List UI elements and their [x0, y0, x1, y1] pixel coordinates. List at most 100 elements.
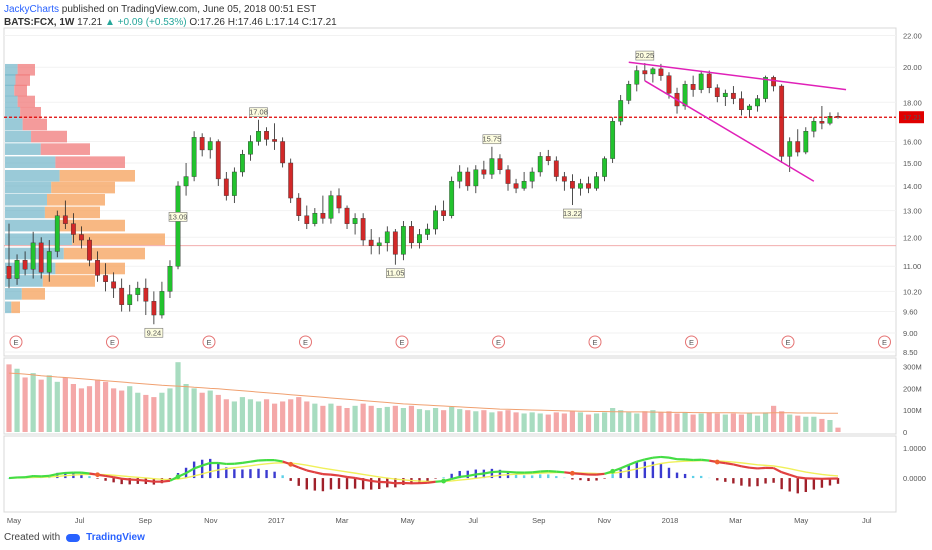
macd-line-segment [57, 471, 66, 476]
macd-line-segment [371, 479, 380, 484]
price-annotation-box [635, 50, 655, 61]
time-tick-label: Jul [468, 516, 478, 525]
price-annotation-box [386, 268, 405, 279]
volume-profile-bar [11, 301, 20, 314]
oscillator-histogram-bar [104, 478, 107, 481]
candle-body [79, 234, 84, 241]
volume-bar [175, 362, 181, 432]
time-tick-label: 2017 [268, 516, 285, 525]
oscillator-histogram-bar [241, 469, 244, 479]
volume-bar [143, 394, 149, 432]
volume-bar [706, 412, 712, 432]
candle-body [666, 75, 672, 94]
candle-body [489, 158, 495, 175]
candle-body [811, 121, 817, 132]
macd-line-segment [298, 466, 308, 472]
volume-bar [529, 412, 535, 432]
volume-bar [102, 381, 109, 432]
volume-bar [408, 405, 415, 432]
candle-body [248, 141, 253, 155]
volume-bar [70, 384, 76, 432]
price-tick-label: 16.00 [903, 137, 922, 146]
oscillator-histogram-bar [530, 475, 534, 479]
volume-profile-bar [51, 181, 115, 194]
candle-body [6, 266, 12, 279]
macd-line-segment [491, 470, 501, 474]
oscillator-histogram-bar [426, 478, 429, 482]
macd-line-segment [668, 456, 678, 461]
time-tick-label: May [401, 516, 415, 525]
volume-profile-bar [5, 262, 56, 275]
volume-bar [787, 414, 793, 432]
candle-body [344, 207, 350, 224]
author-link[interactable]: JackyCharts [4, 4, 60, 15]
oscillator-histogram-bar [820, 478, 824, 488]
volume-bar [94, 379, 101, 432]
candle-body [739, 98, 744, 110]
price-tick-label: 22.00 [903, 31, 922, 40]
macd-line-segment [145, 479, 155, 483]
macd-line-segment [218, 461, 227, 466]
crossover-dot [610, 468, 616, 474]
volume-bar [46, 375, 52, 432]
volume-profile-bar [5, 106, 21, 119]
volume-profile-bar [44, 206, 100, 219]
macd-line-segment [741, 465, 750, 469]
macd-line-segment [338, 474, 348, 479]
volume-bar [835, 427, 841, 432]
candle-body [779, 85, 785, 157]
price-annotation-box [249, 107, 268, 118]
price-annotation-label: 15.75 [483, 135, 502, 144]
symbol-label: BATS:FCX, 1W [4, 17, 75, 28]
created-with-text: Created with [4, 532, 61, 543]
tradingview-brand[interactable]: TradingView [86, 532, 145, 543]
volume-profile-bar [17, 63, 35, 76]
earnings-marker-icon [781, 335, 795, 349]
candle-body [296, 197, 302, 216]
candle-body [433, 210, 438, 230]
candle-body [240, 154, 245, 173]
candle-body [827, 116, 833, 124]
candle-body [22, 260, 28, 270]
candle-body [505, 169, 511, 184]
oscillator-histogram-bar [539, 474, 542, 479]
candle-body [280, 141, 286, 164]
volume-bar [352, 405, 358, 432]
volume-profile-bar [5, 95, 18, 108]
volume-bar [263, 399, 270, 432]
price-annotation-box [482, 134, 502, 145]
volume-profile-bar [55, 262, 125, 275]
published-text: published on TradingView.com, June 05, 2… [61, 4, 317, 15]
volume-bar [521, 413, 527, 432]
volume-bar [682, 412, 688, 432]
oscillator-histogram-bar [724, 478, 727, 482]
volume-profile-bar [5, 181, 52, 194]
candle-body [706, 73, 712, 89]
oscillator-histogram-bar [225, 467, 228, 479]
macd-line-segment [459, 474, 468, 478]
volume-bar [312, 403, 318, 432]
last-price-tag [899, 111, 924, 124]
oscillator-histogram-bar [378, 478, 381, 490]
wedge-upper-line [628, 61, 847, 91]
oscillator-tick-label: 0.0000 [903, 474, 926, 483]
oscillator-histogram-bar [772, 478, 775, 483]
candle-body [87, 239, 92, 261]
oscillator-histogram-bar [667, 467, 671, 479]
oscillator-histogram-bar [128, 478, 131, 485]
time-tick-label: May [794, 516, 808, 525]
volume-bar [223, 399, 229, 432]
price-tick-label: 13.00 [903, 207, 922, 216]
candle-body [183, 176, 189, 187]
oscillator-histogram-bar [442, 477, 445, 479]
volume-bar [6, 364, 12, 432]
candle-body [561, 176, 567, 182]
volume-bar [280, 401, 286, 432]
oscillator-histogram-bar [200, 459, 204, 479]
volume-bar [30, 373, 36, 432]
earnings-marker-label: E [496, 338, 501, 347]
oscillator-histogram-bar [522, 475, 526, 479]
oscillator-pane-frame [3, 435, 897, 513]
oscillator-histogram-bar [353, 478, 357, 489]
